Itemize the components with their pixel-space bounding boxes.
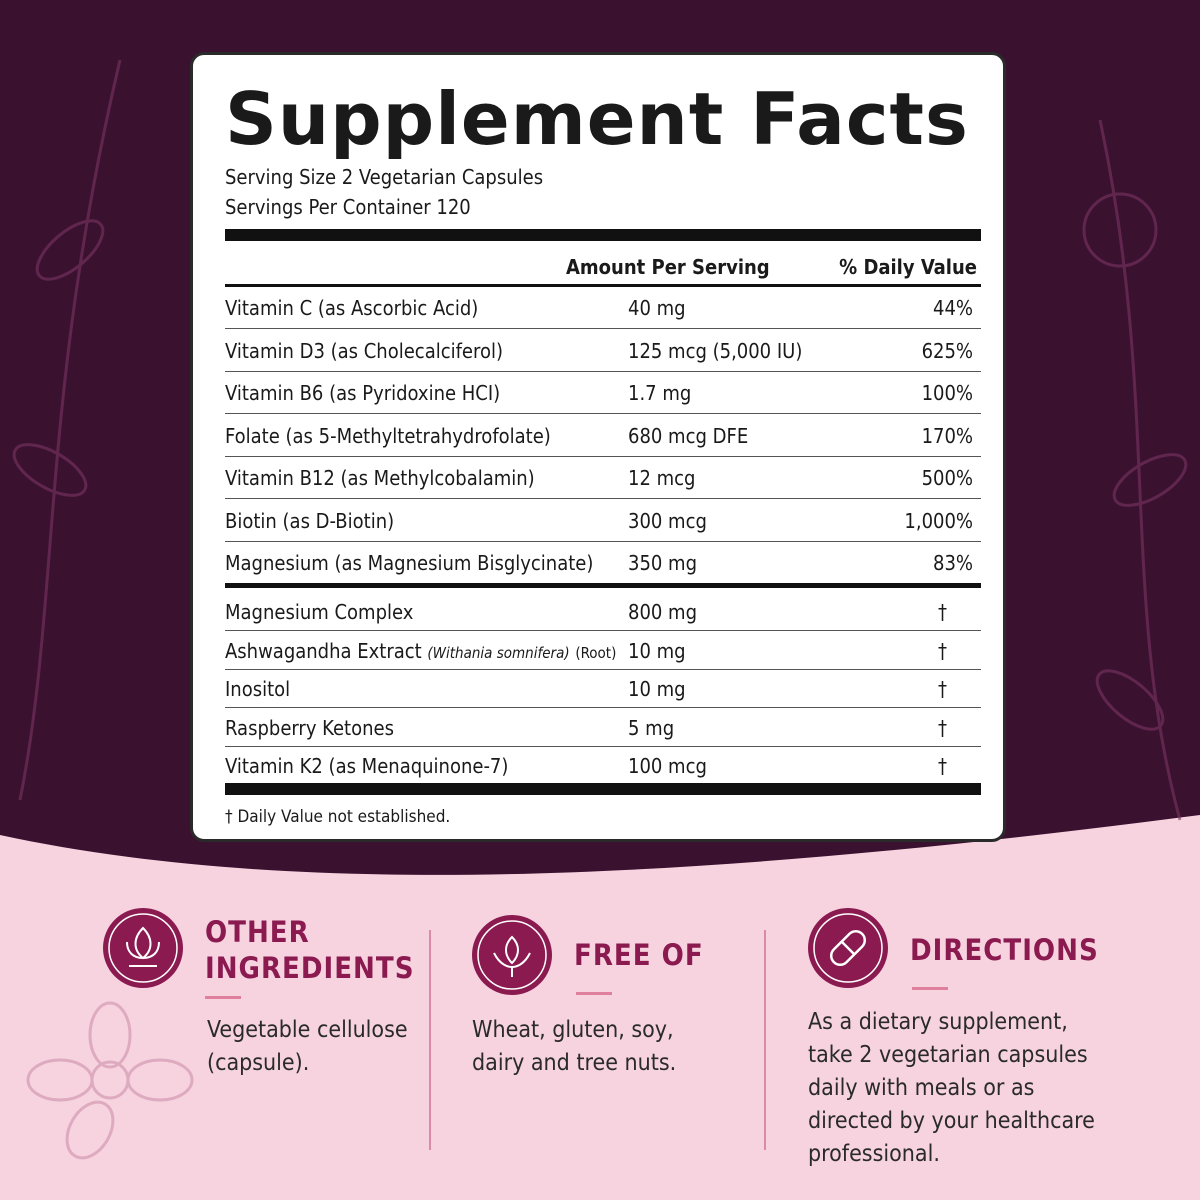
- amount: 300 mcg: [628, 508, 707, 533]
- icon-leaves: [103, 908, 183, 988]
- nutrient-name: Vitamin B12 (as Methylcobalamin): [225, 466, 535, 490]
- underline: [576, 992, 612, 995]
- section-rule: [225, 583, 981, 588]
- amount: 680 mcg DFE: [628, 423, 749, 448]
- panel-title: FREE OF: [574, 938, 704, 972]
- nutrient-name: Vitamin D3 (as Cholecalciferol): [225, 338, 503, 363]
- amount: 350 mg: [628, 551, 698, 575]
- header-amount: Amount Per Serving: [566, 255, 770, 279]
- daily-value: †: [938, 677, 947, 701]
- row-rule: [225, 413, 981, 415]
- servings-per-container: Servings Per Container 120: [225, 195, 471, 219]
- amount: 10 mg: [628, 638, 686, 663]
- facts-card: Supplement Facts Serving Size 2 Vegetari…: [190, 52, 1006, 842]
- amount: 125 mcg (5,000 IU): [628, 338, 803, 363]
- title: Supplement Facts: [225, 77, 969, 161]
- serving-size: Serving Size 2 Vegetarian Capsules: [225, 165, 544, 189]
- row-rule: [225, 668, 981, 670]
- amount: 5 mg: [628, 715, 675, 740]
- amount: 40 mg: [628, 296, 686, 320]
- icon-sprout: [472, 915, 552, 995]
- daily-value: 44%: [933, 296, 973, 320]
- panel-text: As a dietary supplement, take 2 vegetari…: [808, 1009, 1095, 1167]
- row-rule: [225, 540, 981, 542]
- footnote: † Daily Value not established.: [225, 807, 451, 827]
- nutrient-name: Magnesium (as Magnesium Bisglycinate): [225, 551, 594, 575]
- daily-value: 83%: [933, 551, 973, 575]
- amount: 1.7 mg: [628, 381, 692, 405]
- header-dv: % Daily Value: [839, 255, 977, 279]
- underline: [912, 987, 948, 990]
- header-rule: [225, 284, 981, 287]
- thick-bar: [225, 229, 981, 241]
- nutrient-name: Vitamin B6 (as Pyridoxine HCI): [225, 381, 501, 405]
- panel-title: OTHER INGREDIENTS: [205, 915, 415, 985]
- nutrient-name: Magnesium Complex: [225, 600, 414, 624]
- daily-value: 625%: [921, 338, 973, 363]
- nutrient-name: Biotin (as D-Biotin): [225, 508, 395, 533]
- amount: 800 mg: [628, 600, 698, 624]
- nutrient-name: Vitamin K2 (as Menaquinone-7): [225, 754, 509, 778]
- row-rule: [225, 745, 981, 747]
- latin-name: (Withania somnifera): [427, 643, 570, 662]
- panel-text: Wheat, gluten, soy, dairy and tree nuts.: [472, 1017, 677, 1076]
- amount: 12 mcg: [628, 466, 696, 490]
- amount: 100 mcg: [628, 754, 707, 778]
- nutrient-name: Vitamin C (as Ascorbic Acid): [225, 296, 479, 320]
- divider: [429, 930, 431, 1150]
- daily-value: †: [938, 754, 947, 778]
- daily-value: 500%: [921, 466, 973, 490]
- daily-value: 1,000%: [904, 508, 973, 533]
- daily-value: 100%: [921, 381, 973, 405]
- row-rule: [225, 498, 981, 500]
- thick-bar: [225, 783, 981, 795]
- row-rule: [225, 370, 981, 372]
- amount: 10 mg: [628, 677, 686, 701]
- row-rule: [225, 328, 981, 330]
- panel-title: DIRECTIONS: [910, 933, 1099, 967]
- daily-value: †: [938, 715, 947, 740]
- daily-value: †: [938, 600, 947, 624]
- row-rule: [225, 630, 981, 632]
- daily-value: 170%: [921, 423, 973, 448]
- icon-capsule: [808, 908, 888, 988]
- plant-part: (Root): [575, 643, 617, 662]
- nutrient-name: Inositol: [225, 677, 291, 701]
- row-rule: [225, 707, 981, 709]
- panel-text: Vegetable cellulose (capsule).: [207, 1017, 408, 1076]
- nutrient-name-text: Ashwagandha Extract: [225, 638, 422, 663]
- row-rule: [225, 455, 981, 457]
- nutrient-name: Ashwagandha Extract (Withania somnifera)…: [225, 639, 616, 663]
- daily-value: †: [938, 638, 947, 663]
- underline: [205, 996, 241, 999]
- nutrient-name: Raspberry Ketones: [225, 715, 394, 740]
- divider: [764, 930, 766, 1150]
- nutrient-name: Folate (as 5-Methyltetrahydrofolate): [225, 423, 551, 448]
